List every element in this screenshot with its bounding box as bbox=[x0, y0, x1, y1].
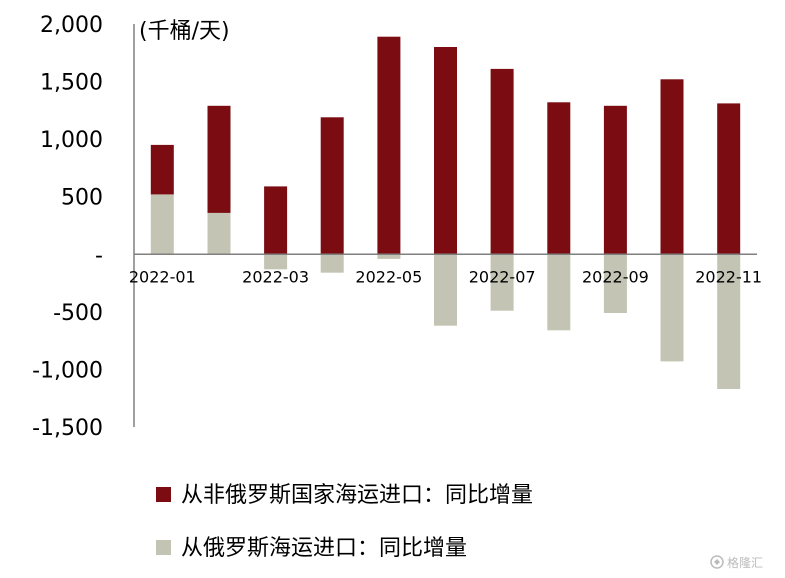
x-tick-label: 2022-09 bbox=[582, 267, 649, 286]
legend-swatch-non-russia bbox=[156, 487, 171, 502]
bars bbox=[150, 36, 741, 389]
bar-russia-2022-07 bbox=[490, 254, 514, 311]
bar-russia-2022-01 bbox=[150, 194, 174, 255]
x-tick-label: 2022-03 bbox=[242, 267, 309, 286]
bar-russia-2022-09 bbox=[603, 254, 627, 313]
watermark-text: 格隆汇 bbox=[727, 555, 763, 570]
bar-russia-2022-03 bbox=[264, 254, 288, 270]
bar-russia-2022-05 bbox=[377, 254, 401, 259]
legend-label-non-russia: 从非俄罗斯国家海运进口：同比增量 bbox=[181, 483, 533, 508]
y-unit-label: (千桶/天) bbox=[139, 19, 230, 44]
bar-non-russia-2022-05 bbox=[377, 36, 401, 255]
bar-russia-2022-08 bbox=[547, 254, 571, 331]
bar-non-russia-2022-08 bbox=[547, 102, 571, 255]
bar-non-russia-2022-07 bbox=[490, 68, 514, 255]
bar-russia-2022-02 bbox=[207, 212, 231, 255]
glh-logo-mark bbox=[714, 559, 720, 565]
x-axis-ticks: 2022-01 2022-03 2022-05 2022-07 2022-09 2022-… bbox=[129, 267, 762, 286]
bar-non-russia-2022-09 bbox=[603, 105, 627, 255]
y-tick-label: 1,000 bbox=[40, 128, 103, 153]
bar-non-russia-2022-04 bbox=[320, 117, 344, 255]
y-tick-label: -500 bbox=[53, 301, 103, 326]
y-tick-label: 2,000 bbox=[40, 13, 103, 38]
x-tick-label: 2022-07 bbox=[469, 267, 536, 286]
bar-russia-2022-11 bbox=[717, 254, 741, 389]
bar-russia-2022-04 bbox=[320, 254, 344, 273]
bar-non-russia-2022-02 bbox=[207, 105, 231, 213]
x-tick-label: 2022-01 bbox=[129, 267, 196, 286]
y-tick-label: - bbox=[95, 243, 103, 268]
bar-russia-2022-06 bbox=[434, 254, 457, 326]
bar-non-russia-2022-10 bbox=[660, 79, 684, 255]
bar-non-russia-2022-11 bbox=[717, 103, 741, 255]
glh-logo-icon bbox=[710, 555, 724, 569]
legend-swatch-russia bbox=[156, 540, 171, 555]
y-axis-ticks: 2,000 1,500 1,000 500 - -500 -1,000 -1,500 bbox=[32, 13, 103, 441]
legend-label-russia: 从俄罗斯海运进口：同比增量 bbox=[181, 536, 467, 561]
y-tick-label: -1,500 bbox=[32, 416, 103, 441]
y-tick-label: -1,000 bbox=[32, 358, 103, 383]
y-tick-label: 500 bbox=[61, 186, 103, 211]
bar-non-russia-2022-01 bbox=[150, 144, 174, 195]
watermark: 格隆汇 bbox=[710, 555, 763, 570]
bar-russia-2022-10 bbox=[660, 254, 684, 362]
bar-non-russia-2022-06 bbox=[434, 47, 457, 255]
y-tick-label: 1,500 bbox=[40, 71, 103, 96]
legend: 从非俄罗斯国家海运进口：同比增量 从俄罗斯海运进口：同比增量 bbox=[156, 483, 533, 561]
x-tick-label: 2022-05 bbox=[355, 267, 422, 286]
bar-non-russia-2022-03 bbox=[264, 186, 288, 255]
x-tick-label: 2022-11 bbox=[695, 267, 762, 286]
